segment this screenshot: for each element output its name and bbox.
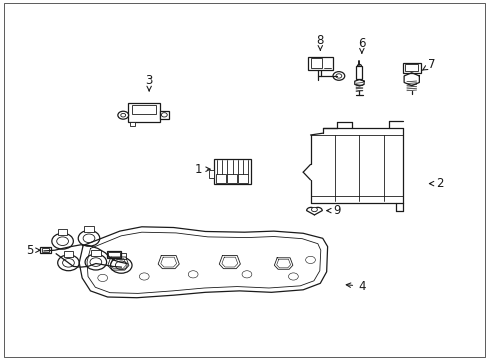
Circle shape <box>332 72 344 80</box>
Circle shape <box>288 273 298 280</box>
Bar <box>128 103 160 122</box>
Text: 4: 4 <box>346 280 365 293</box>
Text: 3: 3 <box>145 75 153 91</box>
Bar <box>402 63 420 73</box>
Bar <box>307 57 333 70</box>
Bar <box>405 64 417 71</box>
Circle shape <box>110 257 132 273</box>
Circle shape <box>188 271 198 278</box>
Bar <box>58 229 67 235</box>
Circle shape <box>62 258 74 267</box>
Text: 9: 9 <box>326 204 341 217</box>
Bar <box>129 122 135 126</box>
Circle shape <box>305 256 315 264</box>
Circle shape <box>118 111 128 119</box>
Bar <box>106 251 121 258</box>
Bar <box>238 174 247 183</box>
Bar <box>209 171 214 178</box>
Text: 5: 5 <box>25 244 40 257</box>
Text: 2: 2 <box>428 177 443 190</box>
Text: 7: 7 <box>422 58 434 71</box>
Circle shape <box>357 64 361 67</box>
Bar <box>356 66 362 79</box>
Text: 8: 8 <box>316 34 324 50</box>
Circle shape <box>161 113 167 117</box>
Bar <box>108 252 120 257</box>
Circle shape <box>242 271 251 278</box>
Bar <box>214 159 250 184</box>
Bar <box>84 226 94 232</box>
Circle shape <box>115 261 127 270</box>
Bar <box>216 174 225 183</box>
Bar <box>116 253 126 259</box>
Text: 1: 1 <box>194 163 210 176</box>
Bar <box>63 251 73 257</box>
Circle shape <box>57 237 68 246</box>
Circle shape <box>335 74 341 78</box>
Circle shape <box>83 234 95 243</box>
Bar <box>40 247 51 253</box>
Circle shape <box>58 255 79 271</box>
Bar <box>160 111 168 119</box>
Bar <box>91 250 101 256</box>
Circle shape <box>139 273 149 280</box>
Bar <box>132 105 156 114</box>
Circle shape <box>78 230 100 246</box>
Bar <box>310 58 321 68</box>
Circle shape <box>98 274 107 282</box>
Circle shape <box>311 207 317 212</box>
Circle shape <box>90 258 102 266</box>
Circle shape <box>85 254 106 270</box>
Circle shape <box>121 113 125 117</box>
Bar <box>226 174 237 183</box>
Text: 6: 6 <box>357 37 365 53</box>
Circle shape <box>52 233 73 249</box>
Bar <box>41 248 49 252</box>
